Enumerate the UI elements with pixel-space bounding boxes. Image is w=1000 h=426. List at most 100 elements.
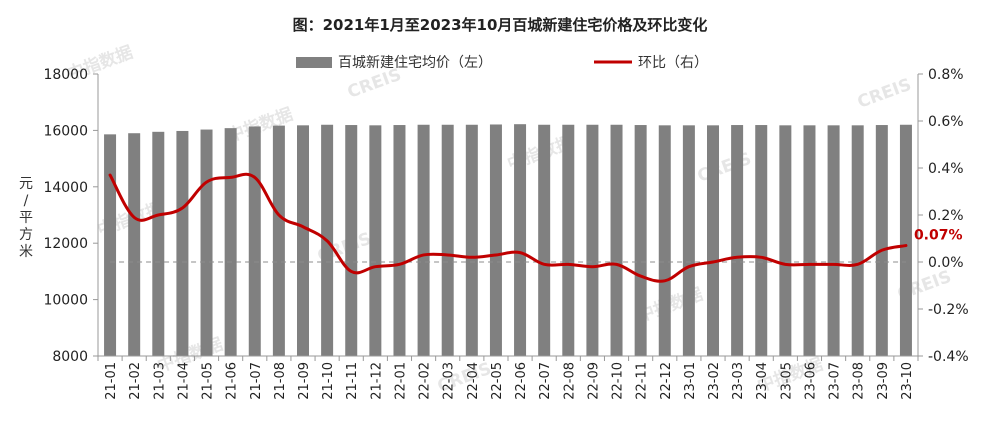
legend-line-label: 环比（右） xyxy=(638,55,708,71)
bar xyxy=(851,125,864,356)
y-axis-right: -0.4% -0.2% 0.0% 0.2% 0.4% 0.6% 0.8% xyxy=(918,67,969,365)
bar xyxy=(369,125,382,356)
x-tick-label: 22-12 xyxy=(659,362,674,400)
x-tick-label: 22-05 xyxy=(490,362,505,400)
bar xyxy=(827,125,840,356)
x-tick-label: 22-09 xyxy=(586,362,601,400)
x-tick-label: 22-02 xyxy=(418,362,433,400)
x-tick-label: 23-09 xyxy=(876,362,891,400)
y-left-tick-label: 10000 xyxy=(43,293,88,309)
x-tick-label: 23-10 xyxy=(900,362,915,400)
x-tick-label: 21-06 xyxy=(225,362,240,400)
y-right-tick-label: -0.4% xyxy=(928,349,969,365)
y-right-tick-label: 0.6% xyxy=(928,114,964,130)
legend: 百城新建住宅均价（左） 环比（右） xyxy=(296,55,708,71)
y-left-tick-label: 12000 xyxy=(43,236,88,252)
bar xyxy=(393,125,406,357)
bar xyxy=(489,124,502,356)
bar xyxy=(899,124,912,356)
x-tick-label: 22-04 xyxy=(466,362,481,400)
x-tick-label: 23-05 xyxy=(779,362,794,400)
y-left-label-char: 平 xyxy=(19,210,33,226)
bar xyxy=(297,125,309,356)
bar xyxy=(562,124,575,356)
y-left-label-char: 方 xyxy=(19,227,33,243)
y-axis-left: 8000 10000 12000 14000 16000 18000 xyxy=(43,67,98,365)
y-left-tick-label: 18000 xyxy=(43,67,88,83)
bar xyxy=(731,125,744,357)
y-left-tick-label: 14000 xyxy=(43,180,88,196)
x-tick-label: 23-01 xyxy=(683,362,698,400)
bar xyxy=(224,128,237,356)
x-tick-label: 22-11 xyxy=(635,362,650,400)
bar xyxy=(272,125,285,356)
x-tick-label: 23-04 xyxy=(755,362,770,400)
x-tick-label: 23-06 xyxy=(803,362,818,400)
x-tick-label: 21-04 xyxy=(176,362,191,400)
bar xyxy=(514,124,527,356)
bar xyxy=(682,125,695,356)
bar xyxy=(875,125,888,357)
x-tick-label: 23-02 xyxy=(707,362,722,400)
y-axis-left-label: 元/平方米 xyxy=(19,176,33,260)
bar xyxy=(707,125,719,356)
axes xyxy=(97,74,919,357)
y-right-tick-label: 0.2% xyxy=(928,208,964,224)
bar xyxy=(104,134,117,356)
bar xyxy=(200,129,213,356)
legend-bar-swatch xyxy=(296,57,332,68)
bar xyxy=(779,125,792,356)
x-tick-label: 21-05 xyxy=(201,362,216,400)
bar xyxy=(248,126,261,357)
y-left-label-char: 元 xyxy=(19,176,33,192)
y-right-tick-label: 0.4% xyxy=(928,161,964,177)
bar xyxy=(586,124,599,356)
x-tick-label: 21-10 xyxy=(321,362,336,400)
bar xyxy=(128,133,141,356)
y-right-tick-label: -0.2% xyxy=(928,302,969,318)
bar xyxy=(538,124,551,356)
bar-series xyxy=(104,124,912,357)
x-tick-label: 21-11 xyxy=(345,362,360,400)
y-right-tick-label: 0.8% xyxy=(928,67,964,83)
x-tick-label: 21-03 xyxy=(152,362,167,400)
x-tick-label: 22-01 xyxy=(393,362,408,400)
x-tick-label: 23-08 xyxy=(852,362,867,400)
bar xyxy=(634,125,647,357)
x-tick-label: 23-07 xyxy=(828,362,843,400)
x-tick-label: 21-07 xyxy=(249,362,264,400)
y-left-label-char: 米 xyxy=(19,244,33,260)
x-tick-label: 22-03 xyxy=(442,362,457,400)
bar xyxy=(152,131,165,356)
line-series xyxy=(108,172,908,283)
bar xyxy=(465,124,478,356)
watermark-text: CREIS xyxy=(855,75,914,113)
line-path xyxy=(108,172,908,283)
y-left-label-char: / xyxy=(24,193,29,209)
x-tick-label: 23-03 xyxy=(731,362,746,400)
bar xyxy=(803,125,816,356)
bar xyxy=(755,125,768,357)
x-tick-label: 21-08 xyxy=(273,362,288,400)
x-tick-label: 21-01 xyxy=(104,362,119,400)
x-tick-label: 21-12 xyxy=(369,362,384,400)
bar xyxy=(610,124,623,356)
x-tick-label: 22-07 xyxy=(538,362,553,400)
x-tick-label: 21-09 xyxy=(297,362,312,400)
chart-title: 图：2021年1月至2023年10月百城新建住宅价格及环比变化 xyxy=(292,16,708,34)
x-axis: 21-01 21-02 21-03 21-04 21-05 21-06 21-07 21-08… xyxy=(97,356,919,400)
annotation-label: 0.07% xyxy=(914,228,963,244)
x-tick-label: 22-06 xyxy=(514,362,529,400)
bar xyxy=(441,124,454,356)
bar xyxy=(417,124,430,356)
x-tick-label: 21-02 xyxy=(128,362,143,400)
x-tick-label: 22-08 xyxy=(562,362,577,400)
bar xyxy=(176,130,189,356)
y-right-tick-label: 0.0% xyxy=(928,255,964,271)
watermark-text: CREIS xyxy=(695,149,754,187)
watermark-layer: 中指数据CREIS中指数据CREIS中指数据CREIS中指数据CREIS中指数据… xyxy=(65,42,955,397)
annotation: 0.07% xyxy=(914,228,963,244)
bar xyxy=(345,125,358,357)
y-left-tick-label: 8000 xyxy=(52,349,88,365)
